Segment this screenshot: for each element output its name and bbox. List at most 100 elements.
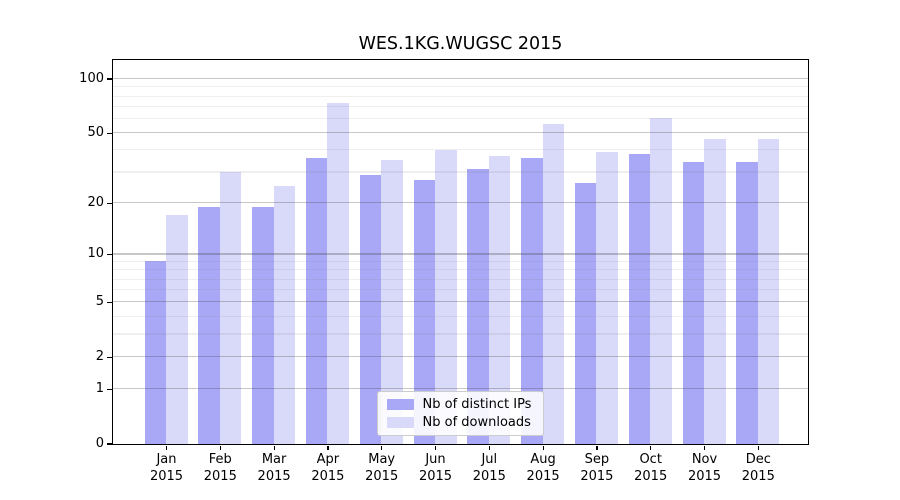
grid-layer [112, 60, 808, 444]
legend: Nb of distinct IPs Nb of downloads [376, 390, 544, 436]
minor-gridline-60 [112, 117, 808, 120]
bar-distinct-ips-feb [198, 206, 220, 444]
bar-distinct-ips-jan [144, 261, 166, 444]
legend-row-distinct-ips: Nb of distinct IPs [386, 396, 534, 412]
x-tick-year: 2015 [634, 468, 668, 484]
x-tick-sep [596, 445, 598, 450]
x-tick-label-sep: Sep 2015 [565, 452, 629, 485]
y-tick-1 [106, 388, 112, 390]
bar-downloads-nov [704, 139, 726, 444]
legend-label-downloads: Nb of downloads [422, 414, 531, 430]
x-tick-label-may: May 2015 [350, 452, 414, 485]
bar-downloads-mar [273, 185, 296, 444]
legend-swatch-downloads [386, 416, 414, 428]
chart-title: WES.1KG.WUGSC 2015 [358, 34, 563, 54]
x-tick-month: Mar [261, 452, 287, 467]
bar-downloads-sep [596, 151, 618, 444]
x-tick-jun [434, 445, 437, 450]
y-tick-label-20: 20 [87, 195, 104, 211]
x-tick-label-mar: Mar 2015 [242, 452, 306, 485]
x-tick-year: 2015 [203, 468, 237, 484]
bar-distinct-ips-sep [574, 182, 597, 444]
minor-gridline-40 [112, 149, 808, 151]
x-tick-label-oct: Oct 2015 [619, 452, 683, 485]
major-gridline-100 [112, 78, 808, 80]
plot-area: Nb of distinct IPs Nb of downloads [111, 58, 809, 445]
x-tick-year: 2015 [311, 468, 345, 484]
minor-gridline-6 [112, 289, 808, 291]
x-tick-month: Dec [745, 452, 771, 467]
x-tick-month: May [368, 452, 396, 467]
x-tick-year: 2015 [365, 468, 399, 484]
x-tick-jan [165, 445, 168, 450]
major-gridline-20 [112, 202, 808, 204]
minor-gridline-7 [112, 278, 808, 280]
x-tick-year: 2015 [472, 468, 506, 484]
bar-distinct-ips-dec [736, 162, 758, 444]
y-tick-10 [106, 253, 112, 256]
x-tick-oct [650, 445, 652, 450]
y-tick-20 [106, 202, 112, 204]
x-tick-month: Nov [691, 452, 718, 467]
minor-gridline-90 [112, 86, 808, 88]
y-tick-5 [106, 301, 112, 303]
x-tick-label-jul: Jul 2015 [457, 452, 521, 485]
x-tick-month: Jul [481, 452, 498, 467]
bar-downloads-apr [327, 103, 349, 444]
x-tick-year: 2015 [687, 468, 722, 484]
x-tick-feb [219, 445, 221, 450]
y-tick-label-100: 100 [79, 71, 104, 86]
x-tick-month: Oct [639, 452, 662, 467]
minor-gridline-4 [112, 315, 808, 317]
x-tick-month: Apr [316, 452, 340, 467]
minor-gridline-3 [112, 333, 808, 335]
bar-distinct-ips-mar [252, 206, 274, 444]
legend-label-distinct-ips: Nb of distinct IPs [422, 396, 532, 412]
y-tick-0 [106, 443, 112, 445]
bar-distinct-ips-apr [305, 157, 328, 444]
y-tick-label-5: 5 [95, 294, 104, 310]
x-tick-year: 2015 [149, 468, 184, 484]
minor-gridline-80 [112, 95, 808, 97]
bar-downloads-feb [219, 171, 242, 444]
x-tick-jul [488, 445, 490, 450]
x-tick-label-jan: Jan 2015 [135, 452, 199, 485]
x-tick-label-aug: Aug 2015 [511, 452, 575, 485]
major-gridline-10 [112, 253, 808, 255]
x-tick-year: 2015 [741, 468, 775, 484]
x-tick-may [381, 445, 383, 450]
minor-gridline-70 [112, 105, 808, 108]
y-tick-100 [106, 78, 112, 80]
major-gridline-2 [112, 356, 808, 358]
bar-distinct-ips-nov [682, 162, 704, 444]
x-tick-label-apr: Apr 2015 [296, 452, 360, 485]
x-tick-month: Feb [208, 452, 232, 467]
x-tick-year: 2015 [257, 468, 291, 484]
minor-gridline-9 [112, 260, 808, 263]
x-tick-year: 2015 [580, 468, 614, 484]
x-tick-label-nov: Nov 2015 [673, 452, 737, 485]
y-tick-50 [106, 132, 112, 134]
y-tick-label-2: 2 [95, 349, 104, 365]
x-tick-year: 2015 [418, 468, 453, 484]
x-tick-mar [273, 445, 275, 450]
y-tick-label-10: 10 [87, 246, 104, 262]
y-tick-label-50: 50 [87, 125, 104, 141]
x-tick-label-dec: Dec 2015 [726, 452, 790, 485]
x-tick-month: Jan [156, 452, 177, 467]
minor-gridline-30 [112, 171, 808, 173]
legend-swatch-distinct-ips [386, 398, 414, 410]
major-gridline-5 [112, 301, 808, 303]
y-tick-2 [106, 356, 112, 358]
bars-layer [113, 60, 808, 444]
bar-downloads-aug [542, 123, 565, 444]
x-tick-dec [757, 445, 759, 450]
x-tick-apr [327, 445, 329, 450]
major-gridline-1 [112, 388, 808, 390]
bar-downloads-dec [757, 139, 780, 444]
x-tick-aug [542, 445, 544, 450]
legend-row-downloads: Nb of downloads [386, 414, 534, 430]
major-gridline-50 [112, 132, 808, 134]
x-tick-year: 2015 [526, 468, 560, 484]
